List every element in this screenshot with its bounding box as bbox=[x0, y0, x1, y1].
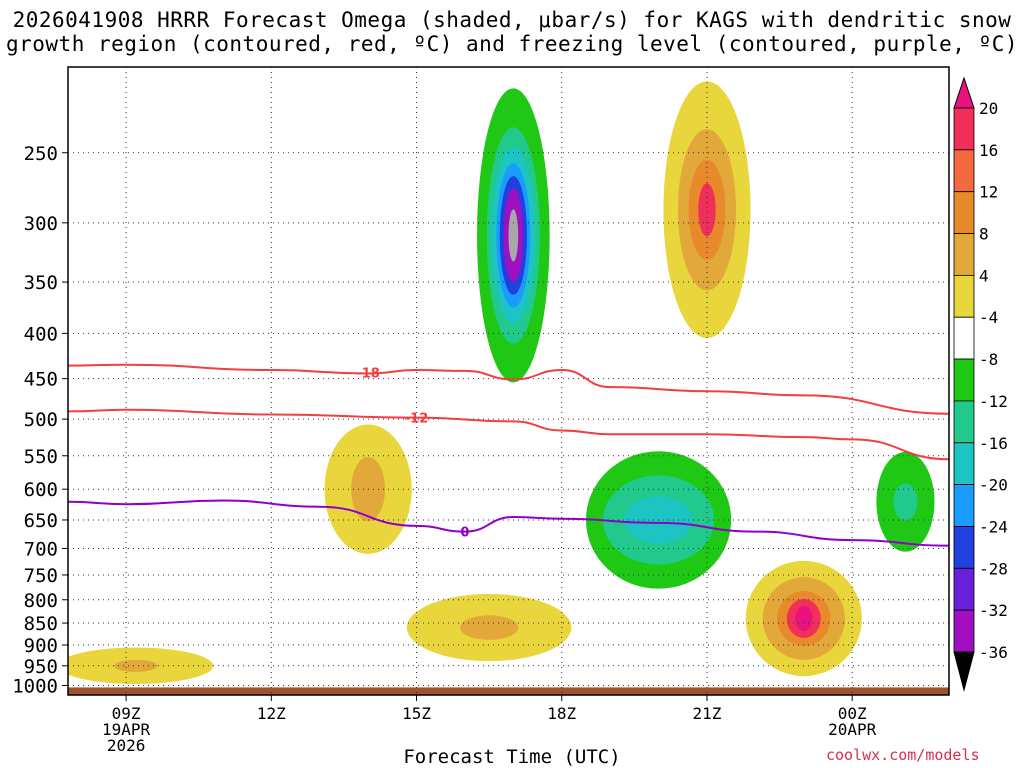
y-tick-label-600: 600 bbox=[24, 479, 58, 501]
omega-contour-16 bbox=[698, 183, 716, 237]
omega-feature-low-descent bbox=[745, 560, 862, 677]
isotherm-label--12: -12 bbox=[405, 412, 429, 427]
y-tick-label-950: 950 bbox=[24, 656, 58, 678]
omega-contour-20 bbox=[795, 605, 813, 632]
colorbar-label--28: -28 bbox=[979, 559, 1008, 578]
colorbar-label--4: -4 bbox=[979, 308, 998, 327]
x-tick-label-21Z: 21Z bbox=[693, 704, 722, 723]
y-tick-label-300: 300 bbox=[24, 213, 58, 235]
x-tick-label-15Z: 15Z bbox=[402, 704, 431, 723]
credit-link[interactable]: coolwx.com/models bbox=[826, 746, 980, 764]
x-tick-label-12Z: 12Z bbox=[257, 704, 286, 723]
omega-contour-8 bbox=[113, 659, 158, 672]
colorbar-bin-1 bbox=[953, 149, 975, 193]
y-tick-label-800: 800 bbox=[24, 590, 58, 612]
isotherm--18 bbox=[68, 363, 949, 415]
colorbar-label--8: -8 bbox=[979, 350, 998, 369]
colorbar-label--24: -24 bbox=[979, 517, 1008, 536]
x-tick-label-09Z: 09Z bbox=[112, 704, 141, 723]
y-tick-label-400: 400 bbox=[24, 323, 58, 345]
colorbar-bin-12 bbox=[953, 609, 975, 653]
x-tick-date-09Z: 19APR bbox=[102, 720, 151, 739]
y-tick-label-250: 250 bbox=[24, 143, 58, 165]
omega-contour-8 bbox=[460, 615, 519, 640]
colorbar-label-16: 16 bbox=[979, 141, 998, 160]
y-tick-label-850: 850 bbox=[24, 613, 58, 635]
colorbar-bin-7 bbox=[953, 400, 975, 444]
plot-frame bbox=[67, 66, 950, 696]
x-tick-date-00Z: 20APR bbox=[828, 720, 877, 739]
colorbar-bin-5 bbox=[953, 316, 975, 360]
colorbar-bin-2 bbox=[953, 191, 975, 234]
y-tick-label-450: 450 bbox=[24, 369, 58, 391]
omega-contour--32 bbox=[508, 209, 519, 262]
colorbar-bin-6 bbox=[953, 358, 975, 402]
colorbar-label-4: 4 bbox=[979, 266, 989, 285]
ground-layer bbox=[68, 687, 949, 695]
colorbar-bin-4 bbox=[953, 274, 975, 318]
colorbar-label--12: -12 bbox=[979, 392, 1008, 411]
isotherm-label-0: 0 bbox=[460, 526, 469, 541]
y-tick-label-500: 500 bbox=[24, 409, 58, 431]
chart-title-line-1: 2026041908 HRRR Forecast Omega (shaded, … bbox=[12, 8, 1012, 32]
omega-contour--8 bbox=[893, 483, 918, 521]
colorbar-label--36: -36 bbox=[979, 643, 1008, 662]
y-tick-label-700: 700 bbox=[24, 538, 58, 560]
colorbar-bottom-arrow bbox=[953, 651, 975, 692]
x-tick-label-00Z: 00Z bbox=[838, 704, 867, 723]
chart-title-line-2: growth region (contoured, red, ºC) and f… bbox=[5, 32, 1019, 56]
colorbar-label--32: -32 bbox=[979, 601, 1008, 620]
x-tick-label-18Z: 18Z bbox=[547, 704, 576, 723]
colorbar-bin-3 bbox=[953, 233, 975, 276]
isotherm-0 bbox=[68, 499, 949, 547]
colorbar-bin-10 bbox=[953, 526, 975, 569]
omega-feature-upper-ascent-core bbox=[477, 88, 550, 383]
x-tick-year-09Z: 2026 bbox=[107, 736, 146, 755]
omega-feature-low-descent-09z bbox=[68, 647, 214, 685]
y-tick-label-650: 650 bbox=[24, 510, 58, 532]
omega-feature-low-descent-16z bbox=[406, 593, 572, 662]
colorbar-bin-9 bbox=[953, 484, 975, 527]
colorbar-label-12: 12 bbox=[979, 183, 998, 202]
colorbar-label--20: -20 bbox=[979, 476, 1008, 495]
y-tick-label-1000: 1000 bbox=[12, 676, 58, 698]
x-axis-label: Forecast Time (UTC) bbox=[403, 746, 621, 768]
y-tick-label-900: 900 bbox=[24, 635, 58, 657]
colorbar-bin-11 bbox=[953, 567, 975, 611]
colorbar-bin-8 bbox=[953, 442, 975, 486]
colorbar-label-20: 20 bbox=[979, 99, 998, 118]
isotherm-label--18: -18 bbox=[356, 367, 380, 382]
colorbar-label-8: 8 bbox=[979, 225, 989, 244]
colorbar-label--16: -16 bbox=[979, 434, 1008, 453]
y-tick-label-350: 350 bbox=[24, 272, 58, 294]
y-tick-label-750: 750 bbox=[24, 565, 58, 587]
colorbar-bin-0 bbox=[953, 107, 975, 151]
isotherm--12 bbox=[68, 408, 949, 461]
y-tick-label-550: 550 bbox=[24, 446, 58, 468]
colorbar-top-arrow bbox=[953, 76, 975, 109]
omega-feature-upper-descent bbox=[663, 81, 751, 339]
omega-feature-right-ascent bbox=[876, 451, 935, 552]
